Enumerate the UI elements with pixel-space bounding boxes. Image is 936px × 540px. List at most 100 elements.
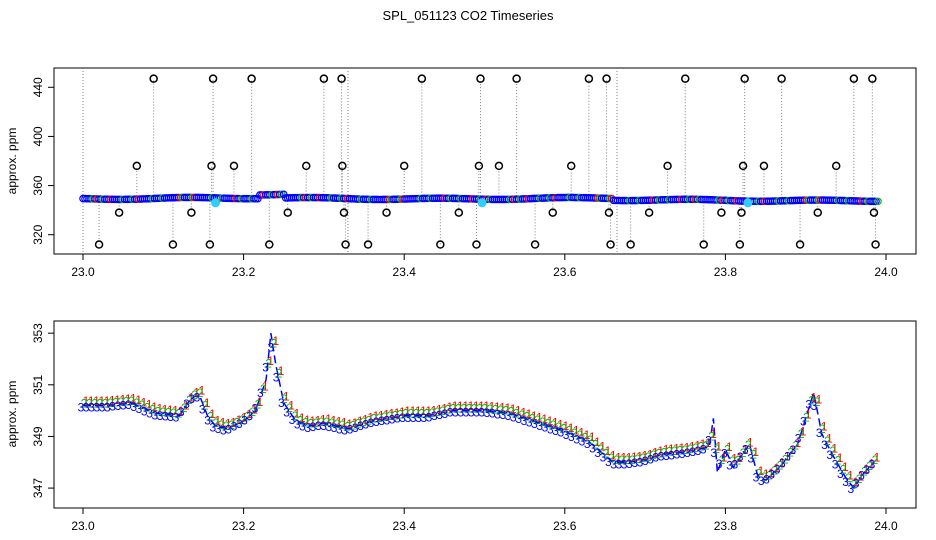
series-marker-1: 1 (241, 410, 248, 424)
outlier-point (735, 240, 745, 249)
series-marker-2: 2 (518, 408, 525, 422)
series-marker-2: 2 (745, 438, 752, 452)
series-marker-2: 2 (645, 450, 652, 464)
outlier-point (584, 74, 594, 83)
series-marker-2: 2 (555, 420, 562, 434)
series-marker-2: 2 (318, 415, 325, 429)
outlier-point (738, 161, 748, 171)
series-marker-1: 1 (309, 414, 316, 428)
series-marker-1: 1 (610, 448, 617, 462)
series-marker-1: 1 (541, 412, 548, 426)
series-marker-3: 3 (753, 471, 760, 485)
series-marker-2: 2 (561, 422, 568, 436)
series-marker-1: 1 (478, 399, 485, 413)
series-marker-1: 1 (526, 407, 533, 421)
x-tick-label: 23.8 (714, 265, 738, 279)
series-marker-2: 2 (149, 403, 156, 417)
series-marker-3: 3 (484, 406, 491, 420)
series-marker-3: 3 (737, 450, 744, 464)
series-marker-1: 1 (805, 408, 812, 422)
series-marker-2: 2 (413, 407, 420, 421)
series-marker-3: 3 (473, 406, 480, 420)
series-marker-3: 3 (826, 448, 833, 462)
series-marker-1: 1 (236, 413, 243, 427)
outlier-point (548, 208, 558, 217)
series-marker-3: 3 (383, 413, 390, 427)
series-marker-1: 1 (373, 409, 380, 423)
y-tick-label: 347 (31, 478, 45, 498)
outlier-point (338, 161, 347, 171)
series-marker-1: 1 (668, 442, 675, 456)
series-marker-2: 2 (139, 398, 146, 412)
series-marker-2: 2 (81, 396, 88, 410)
series-marker-3: 3 (452, 406, 459, 420)
series-marker-3: 3 (373, 415, 380, 429)
series-marker-3: 3 (642, 454, 649, 468)
series-marker-1: 1 (731, 452, 738, 466)
series-marker-2: 2 (202, 399, 209, 413)
series-marker-1: 1 (726, 440, 733, 454)
series-marker-1: 1 (178, 404, 185, 418)
series-marker-3: 3 (236, 417, 243, 431)
series-marker-3: 3 (93, 401, 100, 415)
series-marker-2: 2 (91, 396, 98, 410)
series-marker-2: 2 (808, 393, 815, 407)
series-marker-2: 2 (207, 409, 214, 423)
series-marker-1: 1 (457, 399, 464, 413)
series-marker-1: 1 (721, 450, 728, 464)
series-marker-1: 1 (272, 334, 279, 348)
series-marker-2: 2 (355, 417, 362, 431)
series-marker-3: 3 (700, 443, 707, 457)
series-marker-1: 1 (504, 401, 511, 415)
series-marker-1: 1 (568, 421, 575, 435)
series-marker-1: 1 (642, 449, 649, 463)
series-marker-3: 3 (742, 442, 749, 456)
series-marker-2: 2 (123, 394, 130, 408)
y-tick-label: 440 (31, 77, 45, 97)
y-axis-label: approx. ppm (5, 128, 19, 195)
series-marker-3: 3 (125, 398, 132, 412)
series-marker-3: 3 (552, 424, 559, 438)
series-marker-3: 3 (858, 469, 865, 483)
series-marker-1: 1 (452, 399, 459, 413)
outlier-point (849, 74, 859, 83)
series-marker-2: 2 (603, 446, 610, 460)
series-marker-3: 3 (394, 412, 401, 426)
series-marker-2: 2 (144, 400, 151, 414)
series-marker-2: 2 (777, 458, 784, 472)
series-marker-2: 2 (176, 407, 183, 421)
outlier-point (868, 74, 877, 83)
series-marker-1: 1 (800, 425, 807, 439)
series-marker-2: 2 (339, 418, 346, 432)
outlier-point (205, 240, 215, 249)
series-marker-1: 1 (705, 436, 712, 450)
outlier-point (740, 74, 749, 83)
series-marker-2: 2 (829, 444, 836, 458)
series-marker-1: 1 (710, 427, 717, 441)
series-marker-3: 3 (315, 419, 322, 433)
series-marker-1: 1 (431, 404, 438, 418)
series-marker-1: 1 (135, 393, 142, 407)
outlier-point (207, 161, 216, 171)
series-marker-3: 3 (489, 407, 496, 421)
series-marker-2: 2 (228, 418, 235, 432)
series-marker-2: 2 (629, 453, 636, 467)
series-marker-3: 3 (816, 426, 823, 440)
series-marker-2: 2 (682, 443, 689, 457)
series-marker-2: 2 (497, 403, 504, 417)
series-marker-1: 1 (795, 436, 802, 450)
series-marker-3: 3 (78, 401, 85, 415)
series-marker-2: 2 (661, 445, 668, 459)
series-marker-3: 3 (194, 390, 201, 404)
series-marker-1: 1 (172, 403, 179, 417)
series-marker-2: 2 (608, 451, 615, 465)
series-marker-2: 2 (392, 408, 399, 422)
series-marker-3: 3 (600, 451, 607, 465)
series-marker-2: 2 (265, 356, 272, 370)
series-marker-1: 1 (420, 404, 427, 418)
series-marker-2: 2 (344, 419, 351, 433)
series-marker-2: 2 (650, 448, 657, 462)
series-marker-3: 3 (426, 410, 433, 424)
series-marker-1: 1 (446, 400, 453, 414)
series-marker-3: 3 (273, 371, 280, 385)
